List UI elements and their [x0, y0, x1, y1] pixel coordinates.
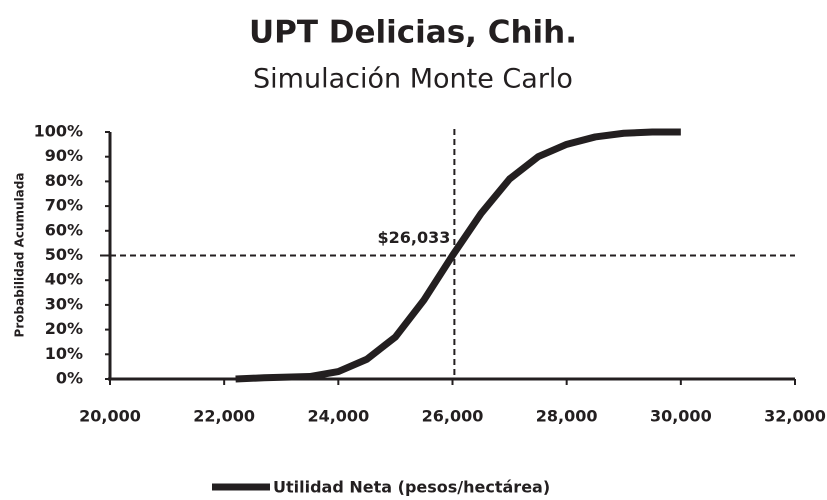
y-tick-label: 80%	[45, 171, 83, 190]
x-tick-label: 32,000	[764, 407, 826, 426]
y-axis-label: Probabilidad Acumulada	[13, 173, 27, 338]
x-tick-label: 26,000	[422, 407, 484, 426]
y-tick-label: 70%	[45, 196, 83, 215]
y-tick-label: 100%	[34, 122, 83, 141]
y-tick-label: 50%	[45, 245, 83, 264]
legend-label: Utilidad Neta (pesos/hectárea)	[273, 478, 550, 497]
y-tick-label: 0%	[56, 369, 83, 388]
y-tick-label: 30%	[45, 294, 83, 313]
y-tick-label: 40%	[45, 270, 83, 289]
x-tick-label: 24,000	[307, 407, 369, 426]
chart-title: UPT Delicias, Chih.	[249, 15, 577, 51]
y-tick-label: 60%	[45, 220, 83, 239]
x-tick-label: 20,000	[79, 407, 141, 426]
x-tick-label: 30,000	[650, 407, 712, 426]
chart-subtitle: Simulación Monte Carlo	[253, 64, 573, 95]
cdf-line	[235, 128, 681, 383]
median-label: $26,033	[378, 228, 451, 247]
x-tick-label: 28,000	[536, 407, 598, 426]
y-tick-label: 20%	[45, 319, 83, 338]
y-tick-label: 90%	[45, 146, 83, 165]
y-tick-label: 10%	[45, 344, 83, 363]
x-tick-label: 22,000	[193, 407, 255, 426]
